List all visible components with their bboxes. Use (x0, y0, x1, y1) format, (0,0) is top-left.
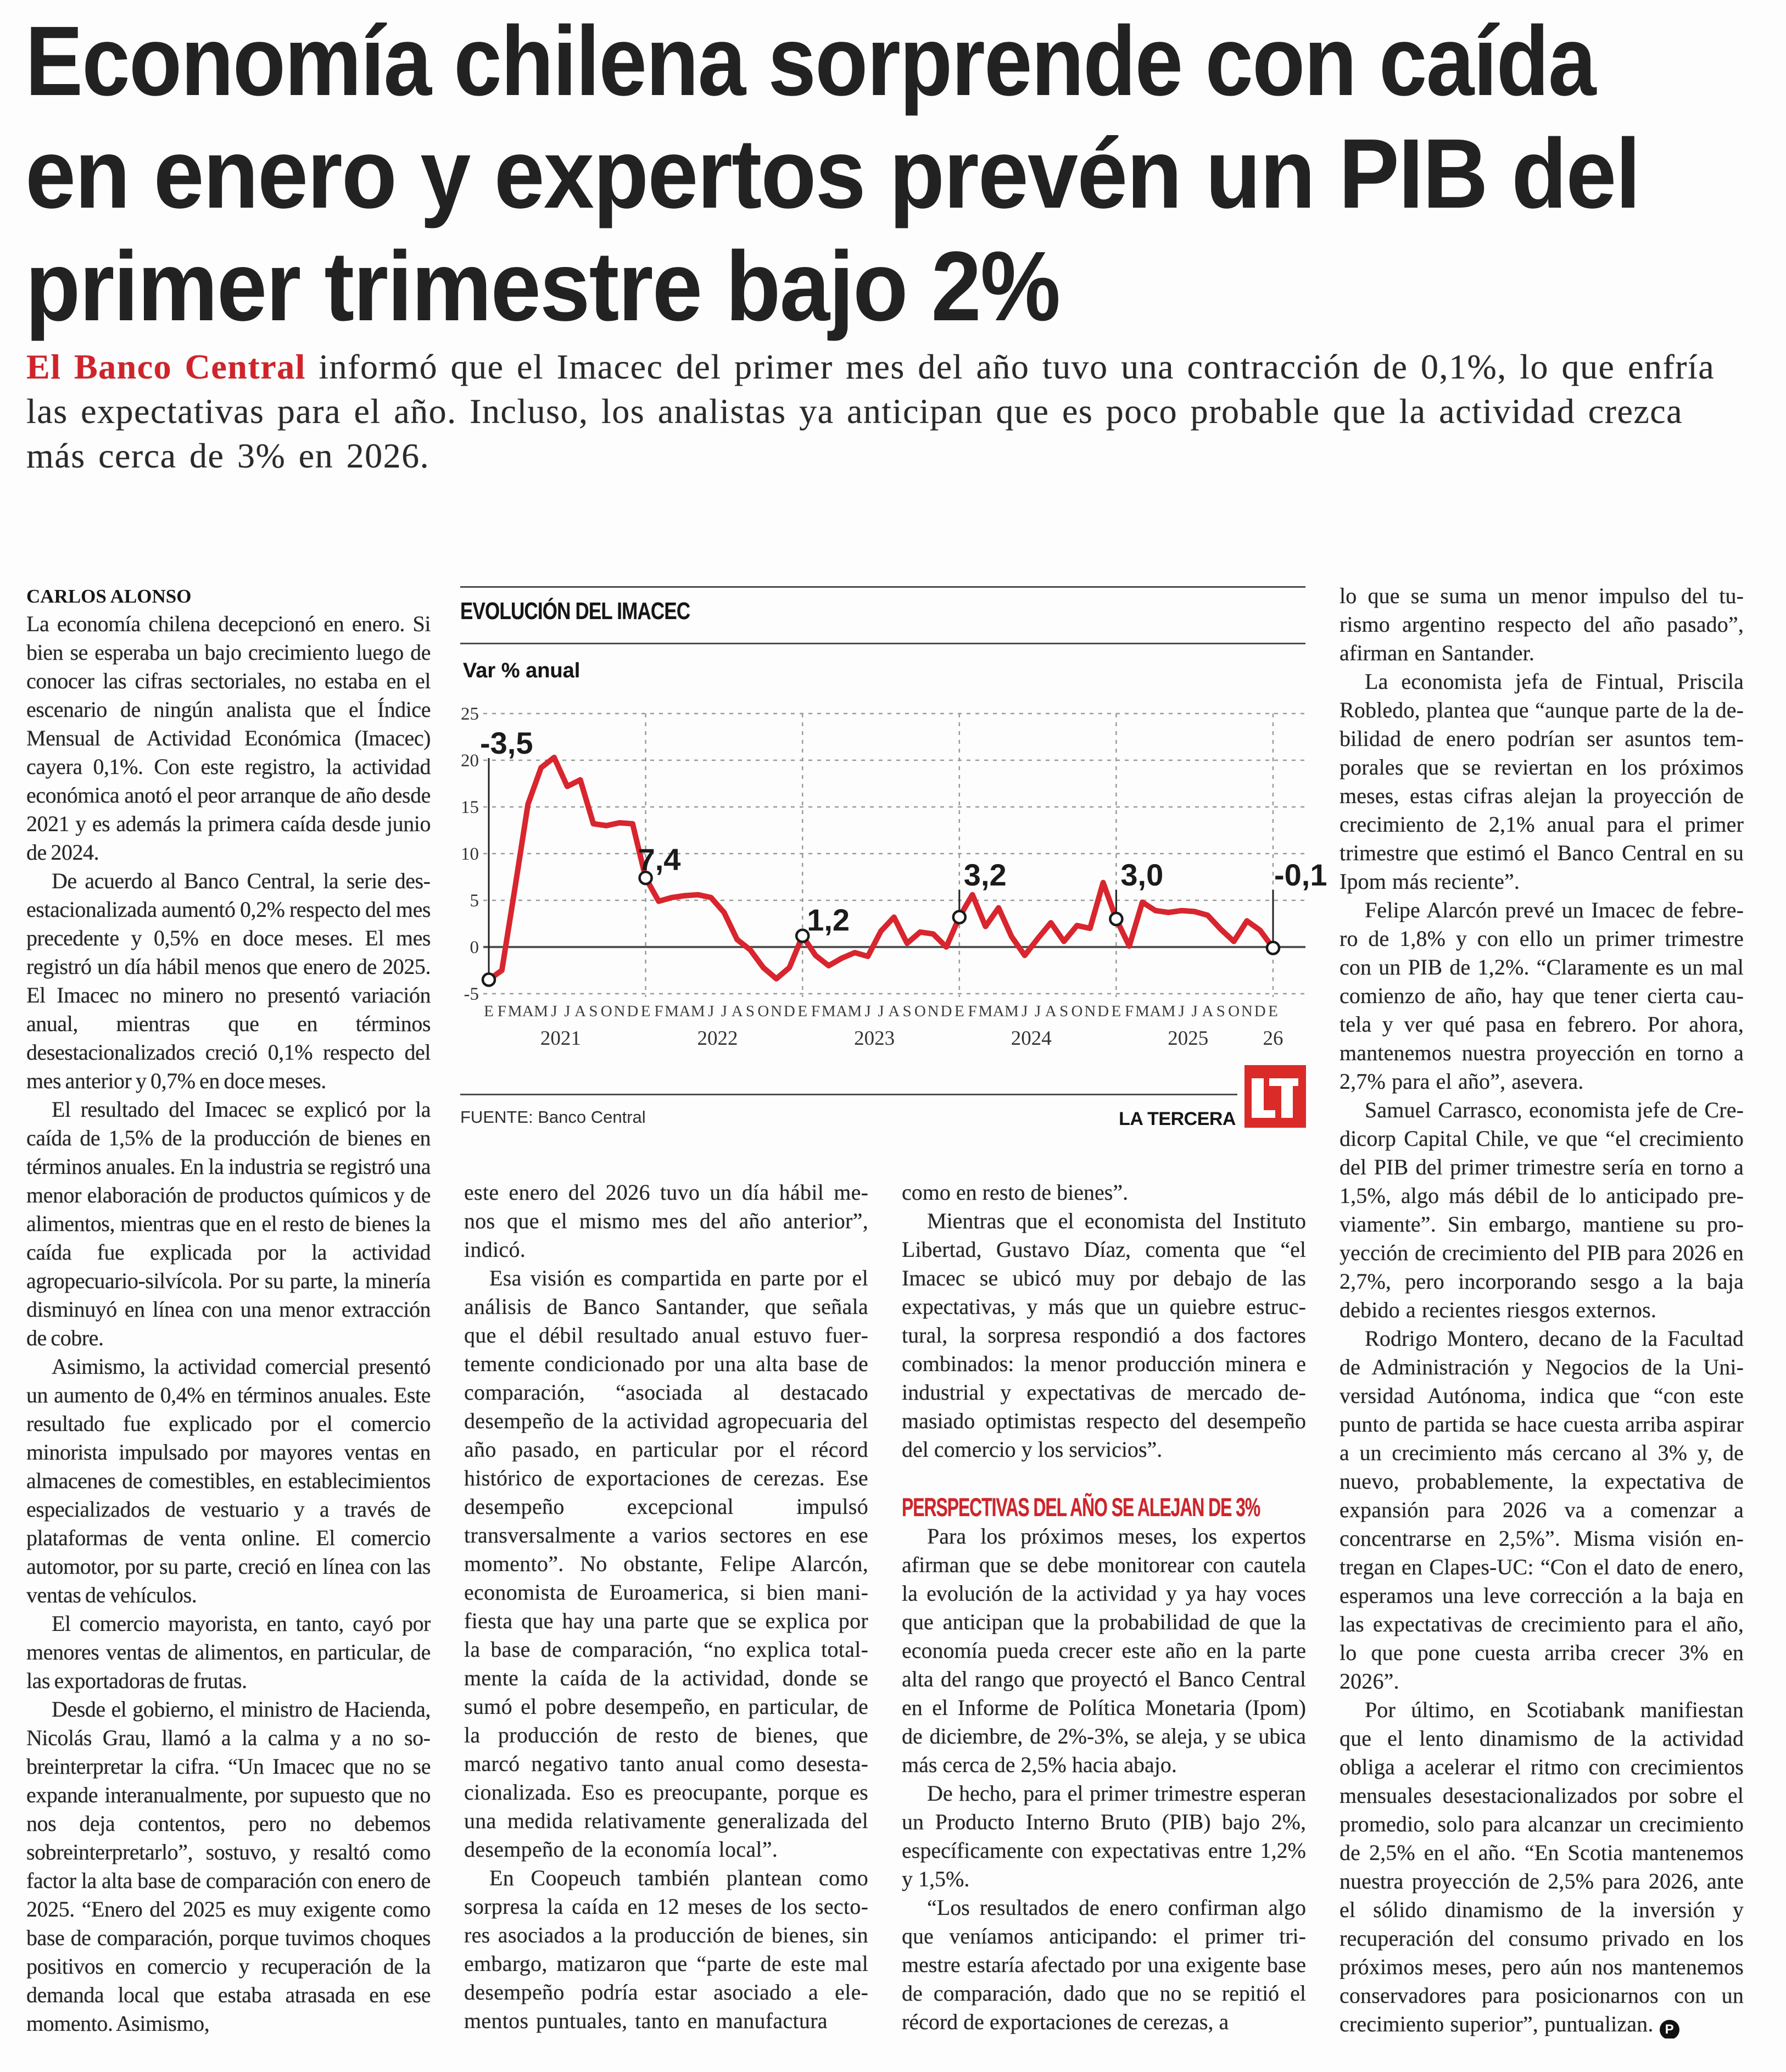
svg-text:D: D (1097, 1002, 1109, 1020)
svg-text:0: 0 (470, 938, 479, 957)
svg-text:2025: 2025 (1168, 1027, 1208, 1050)
svg-text:-0,1: -0,1 (1274, 857, 1327, 892)
svg-text:D: D (627, 1002, 638, 1020)
svg-text:-3,5: -3,5 (480, 726, 533, 760)
svg-text:2023: 2023 (854, 1027, 895, 1050)
svg-text:N: N (1084, 1002, 1096, 1020)
svg-text:S: S (589, 1002, 598, 1020)
svg-text:2024: 2024 (1011, 1027, 1052, 1050)
svg-text:J: J (721, 1002, 727, 1020)
svg-text:M: M (822, 1002, 836, 1020)
svg-text:N: N (614, 1002, 626, 1020)
svg-text:J: J (878, 1002, 884, 1020)
svg-text:10: 10 (461, 844, 479, 864)
svg-text:F: F (1125, 1002, 1134, 1020)
svg-text:M: M (979, 1002, 993, 1020)
svg-text:D: D (784, 1002, 795, 1020)
svg-text:A: A (679, 1002, 691, 1020)
svg-text:F: F (498, 1002, 506, 1020)
svg-text:J: J (1179, 1002, 1185, 1020)
svg-text:A: A (732, 1002, 743, 1020)
svg-text:A: A (993, 1002, 1004, 1020)
svg-text:M: M (848, 1002, 862, 1020)
svg-text:26: 26 (1263, 1027, 1283, 1050)
svg-text:E: E (641, 1002, 651, 1020)
svg-text:N: N (771, 1002, 782, 1020)
svg-text:M: M (1004, 1002, 1019, 1020)
svg-text:E: E (1268, 1002, 1278, 1020)
svg-text:F: F (654, 1002, 663, 1020)
svg-text:15: 15 (461, 798, 479, 817)
svg-text:J: J (551, 1002, 557, 1020)
svg-text:E: E (955, 1002, 964, 1020)
svg-text:5: 5 (470, 891, 479, 911)
svg-text:D: D (941, 1002, 952, 1020)
svg-text:S: S (1216, 1002, 1225, 1020)
svg-text:A: A (522, 1002, 534, 1020)
svg-text:1,2: 1,2 (807, 903, 850, 937)
svg-text:2021: 2021 (540, 1027, 581, 1050)
svg-text:N: N (1241, 1002, 1253, 1020)
svg-text:A: A (1149, 1002, 1161, 1020)
svg-text:3,0: 3,0 (1120, 857, 1163, 892)
svg-text:F: F (968, 1002, 977, 1020)
svg-text:E: E (797, 1002, 807, 1020)
svg-text:20: 20 (461, 751, 479, 771)
svg-text:M: M (691, 1002, 705, 1020)
svg-text:O: O (1228, 1002, 1240, 1020)
svg-text:J: J (1035, 1002, 1041, 1020)
svg-text:A: A (574, 1002, 586, 1020)
svg-text:A: A (836, 1002, 847, 1020)
svg-text:N: N (928, 1002, 939, 1020)
svg-text:J: J (1192, 1002, 1198, 1020)
svg-text:O: O (757, 1002, 769, 1020)
svg-text:J: J (1022, 1002, 1028, 1020)
svg-text:S: S (1059, 1002, 1068, 1020)
svg-text:-5: -5 (464, 984, 479, 1004)
svg-text:25: 25 (461, 704, 479, 724)
svg-text:2022: 2022 (697, 1027, 738, 1050)
svg-text:A: A (1202, 1002, 1214, 1020)
svg-text:E: E (484, 1002, 494, 1020)
svg-text:M: M (508, 1002, 522, 1020)
svg-text:3,2: 3,2 (964, 857, 1007, 892)
svg-text:O: O (1071, 1002, 1083, 1020)
svg-text:M: M (1162, 1002, 1176, 1020)
svg-text:J: J (564, 1002, 570, 1020)
svg-text:A: A (888, 1002, 900, 1020)
svg-text:O: O (914, 1002, 926, 1020)
svg-text:M: M (665, 1002, 679, 1020)
svg-text:E: E (1112, 1002, 1121, 1020)
svg-text:M: M (1135, 1002, 1149, 1020)
svg-text:S: S (746, 1002, 755, 1020)
svg-text:F: F (811, 1002, 820, 1020)
svg-text:S: S (903, 1002, 912, 1020)
svg-text:D: D (1254, 1002, 1266, 1020)
svg-text:J: J (865, 1002, 871, 1020)
svg-text:M: M (534, 1002, 548, 1020)
svg-text:7,4: 7,4 (638, 842, 681, 877)
svg-text:A: A (1045, 1002, 1057, 1020)
svg-text:O: O (601, 1002, 612, 1020)
svg-text:J: J (708, 1002, 714, 1020)
